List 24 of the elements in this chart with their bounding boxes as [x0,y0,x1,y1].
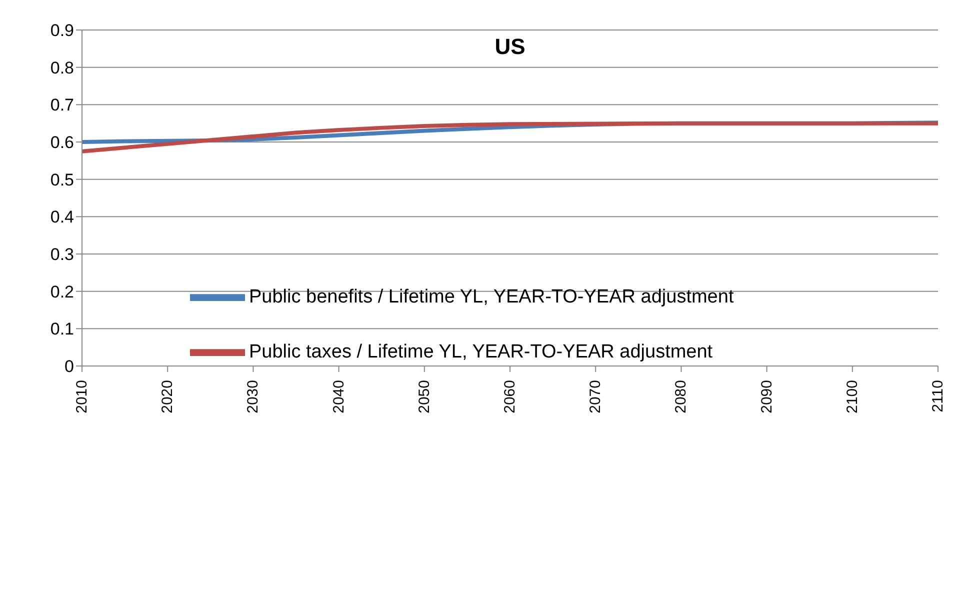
legend-label: Public benefits / Lifetime YL, YEAR-TO-YEAR adjustment [249,286,734,308]
y-tick-label: 0.1 [50,320,74,339]
chart-title: US [494,34,526,60]
x-tick-label: 2010 [74,380,90,414]
y-tick-label: 0 [64,357,74,376]
x-tick-label: 2080 [672,380,690,414]
x-tick-label: 2100 [844,380,861,414]
y-tick-label: 0.2 [50,282,74,302]
legend-label: Public taxes / Lifetime YL, YEAR-TO-YEAR adjustment [249,342,713,363]
x-tick-label: 2040 [330,380,348,414]
y-tick-label: 0.8 [50,58,74,78]
x-tick-label: 2030 [244,380,262,414]
x-tick-label: 2020 [159,380,176,414]
x-tick-label: 2110 [930,380,946,412]
x-tick-label: 2070 [587,380,604,414]
y-tick-label: 0.5 [50,170,74,190]
y-tick-label: 0.7 [50,96,74,115]
x-tick-label: 2090 [758,380,776,414]
y-tick-label: 0.4 [50,208,74,227]
y-tick-label: 0.3 [50,245,74,264]
x-tick-label: 2050 [416,380,433,414]
y-tick-label: 0.9 [50,21,74,40]
x-tick-label: 2060 [502,380,518,414]
y-tick-label: 0.6 [50,133,74,152]
